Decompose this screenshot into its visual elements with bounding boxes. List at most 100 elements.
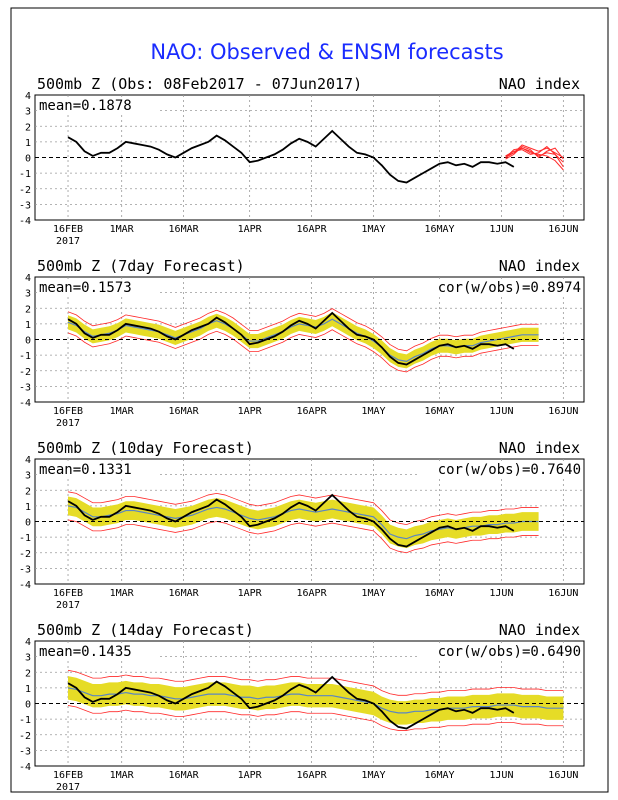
panel-mean-stat: mean=0.1878 [39, 98, 132, 114]
corr-label-bg [419, 643, 582, 659]
observed-nao-line [67, 493, 515, 548]
stat-label-bg [37, 643, 157, 659]
y-tick-label: 1 [25, 502, 31, 513]
y-tick-label: 3 [25, 107, 31, 118]
y-tick-label: -3 [19, 382, 31, 393]
y-tick-label: 3 [25, 471, 31, 482]
x-year-label: 2017 [56, 418, 80, 429]
y-tick-label: -1 [19, 351, 31, 362]
x-tick-label: 16MAR [169, 224, 200, 235]
y-tick-label: 4 [25, 273, 31, 284]
x-tick-label: 1MAY [361, 588, 385, 599]
nao-panel-2: 500mb Z (7day Forecast) NAO index 4 3 2 1 0 -1 -… [19, 257, 585, 429]
x-tick-label: 16APR [297, 224, 328, 235]
x-tick-label: 16FEB [53, 770, 83, 781]
corr-label-bg [419, 461, 582, 477]
x-tick-label: 16JUN [548, 224, 578, 235]
x-tick-label: 1MAR [110, 224, 135, 235]
y-tick-label: 4 [25, 91, 31, 102]
y-tick-label: -1 [19, 169, 31, 180]
x-tick-label: 1MAR [110, 406, 135, 417]
observed-nao-line [67, 675, 515, 730]
y-tick-label: 4 [25, 455, 31, 466]
panel-title: 500mb Z (10day Forecast) [37, 439, 254, 457]
x-tick-label: 1APR [238, 588, 263, 599]
ensemble-spread-band [68, 496, 539, 549]
y-tick-label: -1 [19, 715, 31, 726]
y-tick-label: 2 [25, 304, 31, 315]
panel-index-label: NAO index [499, 621, 580, 639]
y-tick-label: -4 [19, 216, 31, 227]
ensemble-envelope-line [67, 308, 539, 352]
x-tick-label: 16MAY [424, 588, 454, 599]
x-tick-label: 16MAY [424, 770, 454, 781]
y-tick-label: 0 [25, 700, 31, 711]
x-tick-label: 16FEB [53, 224, 83, 235]
nao-panel-4: 500mb Z (14day Forecast) NAO index 4 3 2 1 0 -1… [19, 621, 585, 793]
x-tick-label: 1MAR [110, 588, 135, 599]
x-tick-label: 16MAR [169, 770, 200, 781]
y-tick-label: -4 [19, 580, 31, 591]
panel-correlation-stat: cor(w/obs)=0.8974 [438, 280, 581, 296]
x-tick-label: 16APR [297, 770, 328, 781]
x-tick-label: 16MAY [424, 406, 454, 417]
x-tick-label: 1JUN [489, 770, 513, 781]
y-tick-label: -3 [19, 564, 31, 575]
y-tick-label: 4 [25, 637, 31, 648]
y-tick-label: -2 [19, 549, 31, 560]
panel-correlation-stat: cor(w/obs)=0.7640 [438, 462, 581, 478]
x-tick-label: 16APR [297, 406, 328, 417]
panel-mean-stat: mean=0.1435 [39, 644, 132, 660]
y-tick-label: 0 [25, 154, 31, 165]
y-tick-label: -4 [19, 398, 31, 409]
panel-title: 500mb Z (14day Forecast) [37, 621, 254, 639]
x-year-label: 2017 [56, 782, 80, 793]
panel-mean-stat: mean=0.1331 [39, 462, 132, 478]
x-tick-label: 1APR [238, 406, 263, 417]
ensemble-mean-line [67, 687, 564, 714]
y-tick-label: 1 [25, 684, 31, 695]
panel-index-label: NAO index [499, 257, 580, 275]
x-tick-label: 16FEB [53, 588, 83, 599]
corr-label-bg [419, 279, 582, 295]
y-tick-label: -4 [19, 762, 31, 773]
x-tick-label: 1APR [238, 770, 263, 781]
x-year-label: 2017 [56, 600, 80, 611]
y-tick-label: 2 [25, 122, 31, 133]
y-tick-label: 3 [25, 289, 31, 300]
ensemble-envelope-line [67, 705, 564, 731]
x-tick-label: 16MAY [424, 224, 454, 235]
y-tick-label: 1 [25, 320, 31, 331]
nao-panel-3: 500mb Z (10day Forecast) NAO index 4 3 2 1 0 -1… [19, 439, 585, 611]
x-tick-label: 16MAR [169, 588, 200, 599]
y-tick-label: -2 [19, 731, 31, 742]
y-tick-label: 2 [25, 486, 31, 497]
x-tick-label: 16APR [297, 588, 328, 599]
panel-index-label: NAO index [499, 439, 580, 457]
x-tick-label: 1MAY [361, 770, 385, 781]
x-tick-label: 16JUN [548, 588, 578, 599]
x-tick-label: 1APR [238, 224, 263, 235]
panel-title: 500mb Z (Obs: 08Feb2017 - 07Jun2017) [37, 75, 362, 93]
ensemble-member-line [505, 144, 564, 158]
y-tick-label: 0 [25, 336, 31, 347]
stat-label-bg [37, 279, 157, 295]
x-tick-label: 16FEB [53, 406, 83, 417]
y-tick-label: -2 [19, 185, 31, 196]
y-tick-label: 2 [25, 668, 31, 679]
x-tick-label: 1MAY [361, 406, 385, 417]
y-tick-label: -1 [19, 533, 31, 544]
figure-title: NAO: Observed & ENSM forecasts [150, 40, 503, 64]
y-tick-label: -3 [19, 746, 31, 757]
y-tick-label: 3 [25, 653, 31, 664]
x-tick-label: 1JUN [489, 588, 513, 599]
x-tick-label: 1MAY [361, 224, 385, 235]
x-tick-label: 16JUN [548, 770, 578, 781]
ensemble-envelope-line [67, 329, 539, 373]
stat-label-bg [37, 461, 157, 477]
y-tick-label: -2 [19, 367, 31, 378]
x-tick-label: 1MAR [110, 770, 135, 781]
panel-correlation-stat: cor(w/obs)=0.6490 [438, 644, 581, 660]
panel-index-label: NAO index [499, 75, 580, 93]
